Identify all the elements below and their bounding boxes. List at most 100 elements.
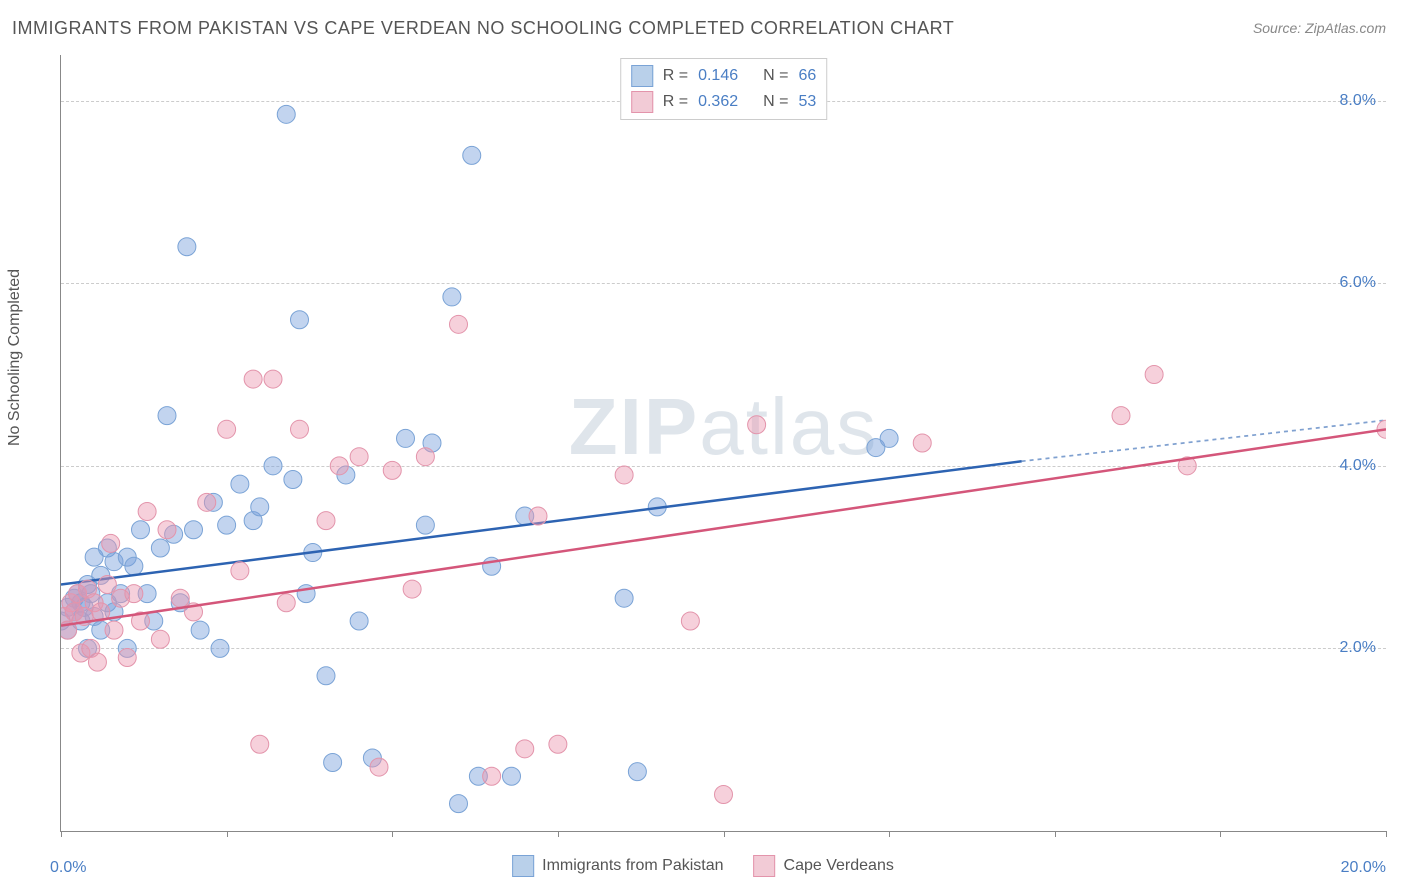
- data-point: [277, 105, 295, 123]
- data-point: [370, 758, 388, 776]
- data-point: [211, 639, 229, 657]
- swatch-series-2: [631, 91, 653, 113]
- data-point: [628, 763, 646, 781]
- data-point: [880, 429, 898, 447]
- x-tick: [1220, 831, 1221, 837]
- data-point: [125, 585, 143, 603]
- data-point: [231, 562, 249, 580]
- data-point: [317, 667, 335, 685]
- series-legend: Immigrants from Pakistan Cape Verdeans: [512, 855, 894, 877]
- trend-line: [61, 429, 1386, 625]
- data-point: [450, 795, 468, 813]
- data-point: [529, 507, 547, 525]
- data-point: [231, 475, 249, 493]
- x-tick: [1386, 831, 1387, 837]
- data-point: [251, 735, 269, 753]
- legend-n-label: N =: [763, 93, 788, 111]
- data-point: [251, 498, 269, 516]
- data-point: [403, 580, 421, 598]
- swatch-series-2-bottom: [754, 855, 776, 877]
- data-point: [151, 539, 169, 557]
- swatch-series-1-bottom: [512, 855, 534, 877]
- data-point: [549, 735, 567, 753]
- legend-n-value-2: 53: [798, 93, 816, 111]
- data-point: [98, 576, 116, 594]
- data-point: [503, 767, 521, 785]
- x-tick: [392, 831, 393, 837]
- data-point: [218, 420, 236, 438]
- data-point: [171, 589, 189, 607]
- x-tick: [61, 831, 62, 837]
- data-point: [913, 434, 931, 452]
- data-point: [264, 370, 282, 388]
- legend-row-series-1: R = 0.146 N = 66: [631, 63, 817, 89]
- data-point: [185, 521, 203, 539]
- data-point: [615, 589, 633, 607]
- legend-label-series-1: Immigrants from Pakistan: [542, 857, 723, 875]
- legend-r-label: R =: [663, 67, 688, 85]
- data-point: [615, 466, 633, 484]
- data-point: [191, 621, 209, 639]
- data-point: [88, 653, 106, 671]
- x-tick-label: 0.0%: [50, 859, 86, 877]
- legend-row-series-2: R = 0.362 N = 53: [631, 89, 817, 115]
- data-point: [350, 448, 368, 466]
- legend-item-series-1: Immigrants from Pakistan: [512, 855, 723, 877]
- data-point: [132, 521, 150, 539]
- scatter-svg: [61, 55, 1386, 831]
- data-point: [277, 594, 295, 612]
- y-axis-label: No Schooling Completed: [6, 269, 24, 446]
- data-point: [218, 516, 236, 534]
- swatch-series-1: [631, 65, 653, 87]
- data-point: [443, 288, 461, 306]
- legend-r-value-2: 0.362: [698, 93, 738, 111]
- data-point: [483, 767, 501, 785]
- data-point: [125, 557, 143, 575]
- data-point: [383, 461, 401, 479]
- data-point: [350, 612, 368, 630]
- data-point: [244, 370, 262, 388]
- data-point: [138, 502, 156, 520]
- legend-n-value-1: 66: [798, 67, 816, 85]
- data-point: [158, 407, 176, 425]
- chart-plot-area: ZIPatlas R = 0.146 N = 66 R = 0.362 N = …: [60, 55, 1386, 832]
- data-point: [118, 649, 136, 667]
- data-point: [291, 420, 309, 438]
- data-point: [416, 448, 434, 466]
- data-point: [105, 621, 123, 639]
- data-point: [264, 457, 282, 475]
- source-attribution: Source: ZipAtlas.com: [1253, 20, 1386, 36]
- data-point: [317, 512, 335, 530]
- data-point: [463, 146, 481, 164]
- x-tick: [889, 831, 890, 837]
- chart-title: IMMIGRANTS FROM PAKISTAN VS CAPE VERDEAN…: [12, 18, 954, 39]
- data-point: [397, 429, 415, 447]
- data-point: [1145, 366, 1163, 384]
- data-point: [330, 457, 348, 475]
- correlation-legend: R = 0.146 N = 66 R = 0.362 N = 53: [620, 58, 828, 120]
- data-point: [102, 534, 120, 552]
- legend-item-series-2: Cape Verdeans: [754, 855, 894, 877]
- x-tick: [558, 831, 559, 837]
- legend-label-series-2: Cape Verdeans: [784, 857, 894, 875]
- legend-r-label: R =: [663, 93, 688, 111]
- data-point: [516, 740, 534, 758]
- legend-r-value-1: 0.146: [698, 67, 738, 85]
- x-tick: [1055, 831, 1056, 837]
- data-point: [151, 630, 169, 648]
- data-point: [416, 516, 434, 534]
- legend-n-label: N =: [763, 67, 788, 85]
- data-point: [681, 612, 699, 630]
- data-point: [1112, 407, 1130, 425]
- data-point: [158, 521, 176, 539]
- data-point: [450, 315, 468, 333]
- data-point: [284, 471, 302, 489]
- data-point: [178, 238, 196, 256]
- data-point: [324, 754, 342, 772]
- x-tick: [724, 831, 725, 837]
- x-tick-label: 20.0%: [1341, 859, 1386, 877]
- data-point: [748, 416, 766, 434]
- x-tick: [227, 831, 228, 837]
- data-point: [715, 785, 733, 803]
- data-point: [291, 311, 309, 329]
